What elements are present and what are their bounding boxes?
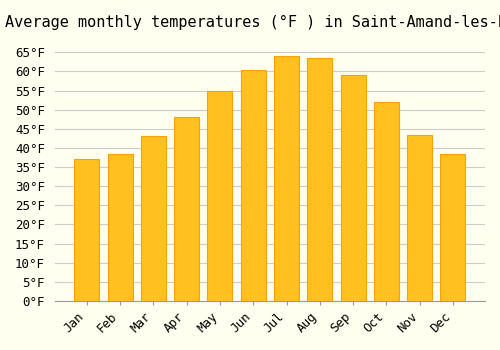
Bar	[440, 154, 466, 301]
Bar	[208, 91, 233, 301]
Title: Average monthly temperatures (°F ) in Saint-Amand-les-Eaux: Average monthly temperatures (°F ) in Sa…	[5, 15, 500, 30]
Bar	[340, 75, 365, 301]
Bar	[141, 136, 166, 301]
Bar	[308, 58, 332, 301]
Bar	[74, 159, 99, 301]
Bar	[240, 70, 266, 301]
Bar	[108, 154, 132, 301]
Bar	[374, 102, 399, 301]
Bar	[174, 117, 199, 301]
Bar	[407, 134, 432, 301]
Bar	[274, 56, 299, 301]
